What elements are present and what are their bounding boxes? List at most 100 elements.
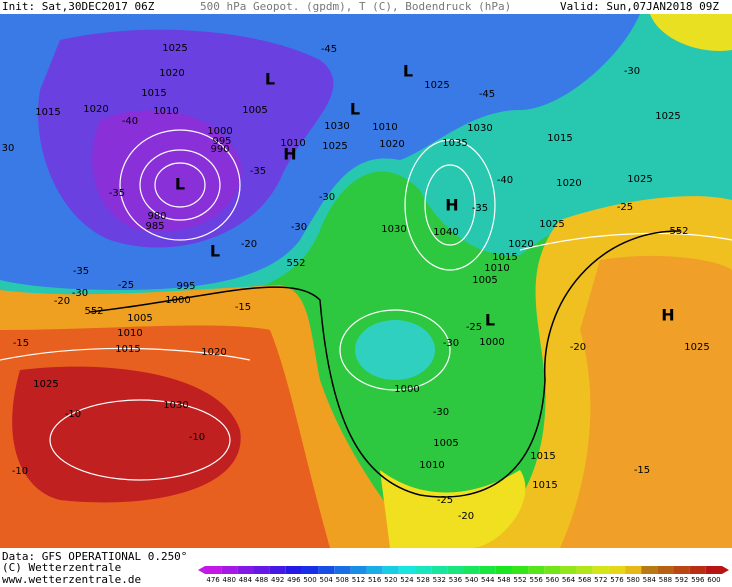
temperature-label: -10 [189, 432, 205, 443]
colorbar-label: 588 [659, 576, 672, 584]
colorbar-swatch [301, 566, 319, 574]
isobar [424, 164, 476, 246]
colorbar-label: 568 [578, 576, 591, 584]
isobar-label: 30 [2, 143, 15, 154]
colorbar-swatch [495, 566, 512, 574]
temperature-label: -30 [433, 407, 449, 418]
isobar-label: 1030 [163, 400, 188, 411]
colorbar-swatch [285, 566, 302, 574]
colorbar-swatch [253, 566, 270, 574]
isobar-label: 1010 [484, 263, 509, 274]
isobar-label: 1020 [159, 68, 184, 79]
colorbar-label: 484 [239, 576, 253, 584]
isobar-label: 1010 [153, 106, 178, 117]
colorbar-swatch [608, 566, 626, 574]
colorbar-label: 560 [546, 576, 559, 584]
isobar-label: 1020 [83, 104, 108, 115]
temperature-label: -15 [13, 338, 29, 349]
temperature-label: -15 [235, 302, 251, 313]
isobar-label: 980 [147, 211, 166, 222]
colorbar-label: 556 [530, 576, 544, 584]
colorbar-swatch [205, 566, 222, 574]
colorbar: 476 480 484 488 492 496 500 504 508 512 516 520 524 5… [198, 566, 729, 584]
temperature-label: -15 [634, 465, 650, 476]
isobar [154, 162, 206, 208]
field-orange-e [560, 255, 732, 549]
colorbar-swatch [673, 566, 690, 574]
isobar-label: 1025 [684, 342, 709, 353]
isobar-label: 1025 [322, 141, 347, 152]
colorbar-label: 600 [707, 576, 720, 584]
colorbar-arrow-right [722, 566, 729, 574]
colorbar-swatch [447, 566, 464, 574]
isobar-label: 1015 [492, 252, 517, 263]
init-time: Init: Sat,30DEC2017 06Z [2, 0, 155, 13]
isobar [49, 399, 231, 481]
isobar-label: 1030 [467, 123, 492, 134]
colorbar-label: 520 [384, 576, 397, 584]
colorbar-label: 576 [610, 576, 624, 584]
isobar-label: 1015 [115, 344, 140, 355]
colorbar-swatch [625, 566, 642, 574]
colorbar-label: 488 [255, 576, 268, 584]
isobar-label: 1000 [394, 384, 419, 395]
pressure-center: L [265, 70, 275, 89]
colorbar-label: 564 [562, 576, 576, 584]
temperature-label: -40 [122, 116, 138, 127]
pressure-center: L [403, 62, 413, 81]
isobar-label: 1010 [372, 122, 397, 133]
colorbar-swatch [366, 566, 383, 574]
colorbar-swatch [237, 566, 254, 574]
colorbar-label: 536 [449, 576, 463, 584]
header-band [0, 0, 732, 14]
isobar-label: 1005 [433, 438, 458, 449]
temperature-label: -10 [65, 409, 81, 420]
colorbar-swatch [431, 566, 448, 574]
isobar-label: 1005 [127, 313, 152, 324]
colorbar-swatch [544, 566, 561, 574]
isobar-label: 1025 [162, 43, 187, 54]
temperature-label: -20 [241, 239, 257, 250]
isobar [0, 347, 251, 361]
valid-time: Valid: Sun,07JAN2018 09Z [560, 0, 719, 13]
colorbar-label: 532 [433, 576, 446, 584]
field-yellow-s [380, 470, 526, 548]
temperature-label: -20 [570, 342, 586, 353]
isobar-label: 1020 [508, 239, 533, 250]
isobar [404, 139, 496, 271]
colorbar-swatch [657, 566, 674, 574]
temperature-label: -45 [321, 44, 337, 55]
isobar-label: 1000 [479, 337, 504, 348]
isobar [139, 149, 221, 221]
colorbar-swatch [641, 566, 658, 574]
colorbar-swatch [334, 566, 351, 574]
temperature-label: -25 [118, 280, 134, 291]
colorbar-label: 548 [497, 576, 510, 584]
colorbar-swatch [705, 566, 722, 574]
colorbar-swatch [511, 566, 529, 574]
isobar-label: 1025 [627, 174, 652, 185]
pressure-center: H [445, 196, 458, 215]
isobar-label: 1015 [35, 107, 60, 118]
temperature-label: -30 [319, 192, 335, 203]
colorbar-label: 524 [400, 576, 414, 584]
colorbar-swatch [269, 566, 286, 574]
field-purple [92, 110, 242, 232]
temperature-label: -30 [624, 66, 640, 77]
isobar [339, 309, 451, 391]
colorbar-label: 540 [465, 576, 478, 584]
data-source: Data: GFS OPERATIONAL 0.250° [2, 550, 187, 563]
field-red [12, 366, 241, 503]
isobar-label: 1025 [655, 111, 680, 122]
field-cyan-low [355, 320, 435, 380]
isobar-label: 1015 [530, 451, 555, 462]
colorbar-swatch [479, 566, 496, 574]
colorbar-label: 596 [691, 576, 705, 584]
temperature-label: -45 [479, 89, 495, 100]
isobar-label: 1035 [442, 138, 467, 149]
isobar [519, 232, 732, 251]
colorbar-label: 544 [481, 576, 495, 584]
temperature-label: -20 [54, 296, 70, 307]
